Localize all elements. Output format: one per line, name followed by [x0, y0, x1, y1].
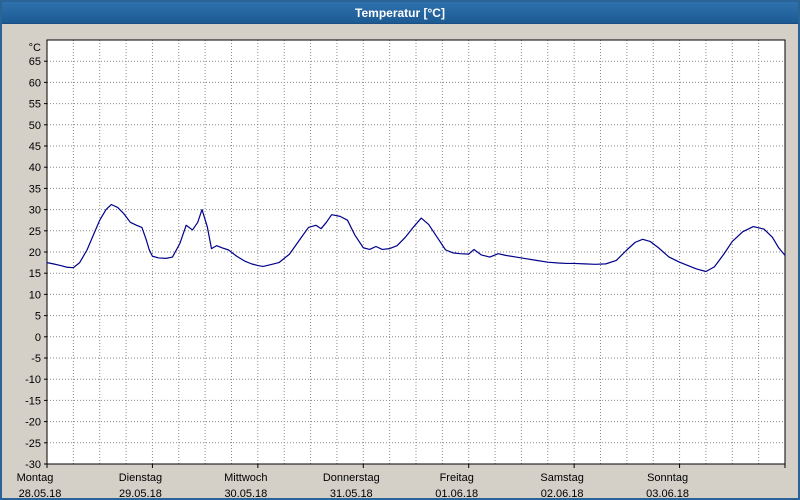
- y-tick-label: -25: [25, 438, 41, 450]
- x-day-label: Freitag: [440, 472, 474, 484]
- x-date-label: 30.05.18: [224, 488, 267, 497]
- x-day-label: Donnerstag: [323, 472, 380, 484]
- y-tick-label: 20: [29, 247, 41, 259]
- y-tick-label: -20: [25, 417, 41, 429]
- x-day-label: Dienstag: [119, 472, 162, 484]
- y-tick-label: 5: [35, 311, 41, 323]
- y-tick-label: 30: [29, 205, 41, 217]
- y-tick-label: -30: [25, 459, 41, 471]
- y-axis-unit-label: °C: [29, 42, 41, 54]
- y-tick-label: 0: [35, 332, 41, 344]
- y-tick-label: 60: [29, 77, 41, 89]
- y-tick-label: 15: [29, 268, 41, 280]
- x-day-label: Sonntag: [647, 472, 688, 484]
- temperature-series-line: [46, 203, 786, 273]
- y-tick-label: 65: [29, 56, 41, 68]
- y-tick-label: 25: [29, 226, 41, 238]
- window-title: Temperatur [°C]: [355, 5, 445, 20]
- temperature-line-chart: -30 -25 -20 -15 -10 -5 0 5 10 15 20 25 30 35 40 45 50 55 6…: [17, 39, 786, 498]
- window-titlebar: Temperatur [°C]: [2, 2, 798, 24]
- x-day-label: Samstag: [540, 472, 583, 484]
- y-tick-label: 50: [29, 120, 41, 132]
- x-day-label: Montag: [17, 472, 54, 484]
- x-date-label: 03.06.18: [646, 488, 689, 497]
- y-tick-label: 40: [29, 162, 41, 174]
- y-tick-label: 10: [29, 289, 41, 301]
- x-day-label: Mittwoch: [224, 472, 267, 484]
- y-tick-label: -5: [31, 353, 41, 365]
- y-tick-label: 55: [29, 99, 41, 111]
- y-tick-label: 35: [29, 183, 41, 195]
- y-tick-label: 45: [29, 141, 41, 153]
- x-date-label: 31.05.18: [330, 488, 373, 497]
- y-tick-label: -10: [25, 374, 41, 386]
- y-tick-label: -15: [25, 395, 41, 407]
- chart-area: -30 -25 -20 -15 -10 -5 0 5 10 15 20 25 30 35 40 45 50 55 6…: [2, 24, 798, 498]
- x-date-label: 02.06.18: [541, 488, 584, 497]
- x-date-label: 29.05.18: [119, 488, 162, 497]
- x-date-label: 01.06.18: [435, 488, 478, 497]
- x-date-label: 28.05.18: [19, 488, 62, 497]
